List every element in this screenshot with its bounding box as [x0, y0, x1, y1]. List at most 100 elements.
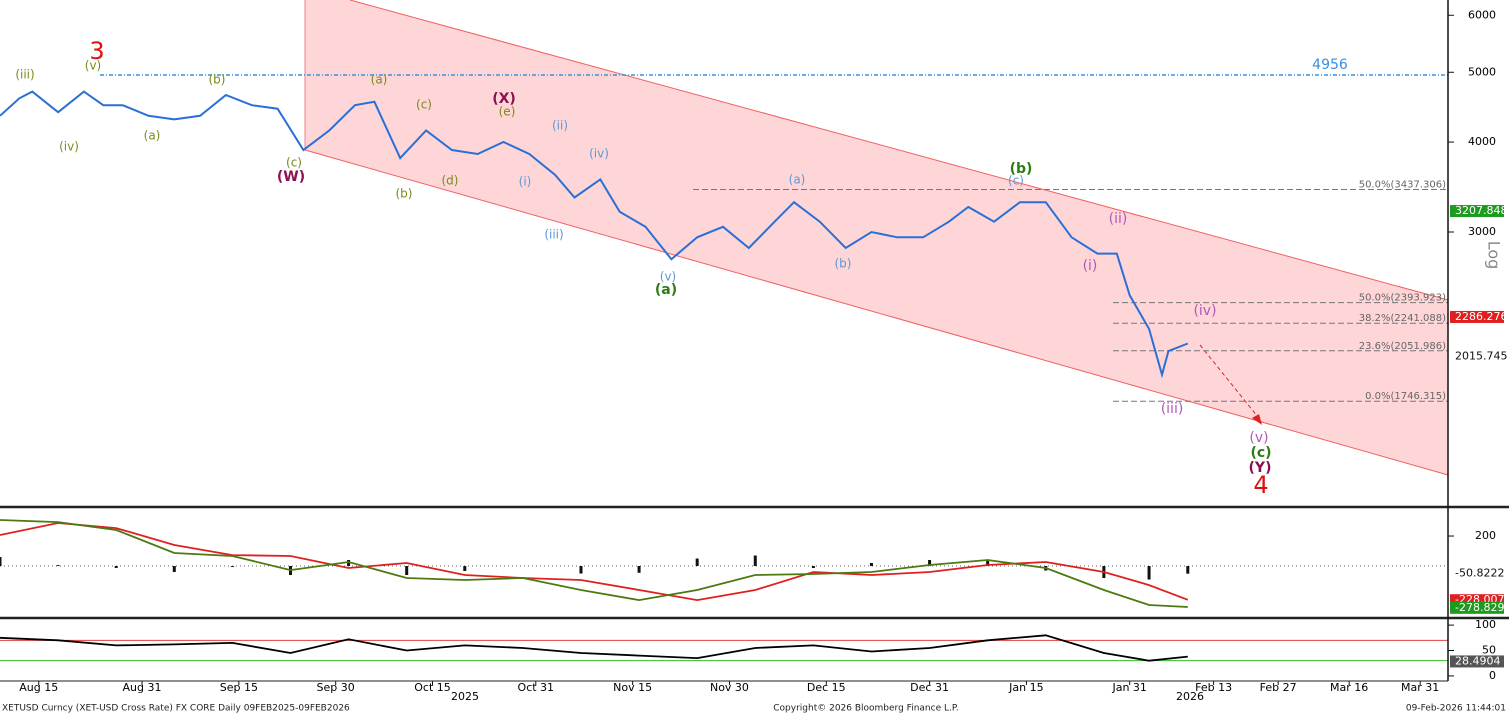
wave-label: (d) [442, 174, 459, 188]
wave-label: (ii) [1109, 211, 1128, 227]
x-tick-label: Jan 31 [1111, 681, 1146, 694]
x-tick-label: Aug 31 [123, 681, 162, 694]
histogram-bar [695, 558, 699, 567]
wave-label: (W) [277, 169, 305, 185]
histogram-bar [56, 565, 60, 567]
timestamp: 09-Feb-2026 11:44:01 [1406, 704, 1506, 714]
wave-label: (i) [519, 175, 532, 189]
fib-label: 23.6%(2051.986) [1359, 341, 1446, 352]
y-tick-label: 3000 [1468, 225, 1496, 238]
wave-label: (iv) [59, 140, 79, 154]
wave-label: (c) [286, 156, 302, 170]
y-tick-label: 0 [1489, 669, 1496, 682]
wave-label: (b) [209, 73, 226, 87]
series-line [0, 634, 1188, 662]
wave-label: (Y) [1249, 460, 1272, 476]
wave-labels: 3 (iii) (v) (iv) (b) (a) (c) (W) (a) (c)… [15, 37, 1271, 499]
x-tick-label: Dec 15 [807, 681, 846, 694]
wave-label: (iii) [15, 68, 34, 82]
y-tick-label: 200 [1475, 529, 1496, 542]
histogram-bar [753, 555, 757, 567]
price-tag [1450, 310, 1504, 323]
series-line [0, 90, 1189, 379]
histogram-bar [811, 566, 815, 568]
histogram-bar [1186, 566, 1190, 574]
y-tick-label: 6000 [1468, 8, 1496, 21]
histogram-bar [637, 566, 641, 573]
channel-top [349, 0, 1449, 301]
price-tag-label: -278.8293 [1455, 601, 1509, 614]
wave-label: (v) [85, 59, 101, 73]
wave-label: (c) [1250, 445, 1271, 461]
histogram-bar [579, 566, 583, 574]
wave-label: (b) [1010, 161, 1033, 177]
histogram-bar [114, 566, 118, 568]
wave-label: (a) [371, 73, 388, 87]
x-tick-label: Dec 31 [910, 681, 949, 694]
wave-label: (iv) [589, 147, 609, 161]
price-tag-label: 3207.848 [1455, 204, 1508, 217]
wave-label: (a) [789, 173, 806, 187]
wave-label: (ii) [552, 119, 568, 133]
histogram-bar [463, 566, 467, 571]
wave-label: (v) [1249, 430, 1268, 446]
price-panel [304, 0, 1449, 476]
price-tag-label: 28.4904 [1455, 654, 1501, 667]
year-label: 2026 [1176, 690, 1204, 703]
price-tag [1450, 655, 1504, 668]
y-tick-label: 4000 [1468, 135, 1496, 148]
wave-label: 3 [89, 37, 104, 65]
wave-label: (i) [1083, 258, 1098, 274]
arrow-head [1252, 414, 1262, 425]
price-tag-label: -50.8222 [1455, 567, 1504, 580]
level-label: 4956 [1312, 57, 1348, 73]
wave-label: (X) [492, 91, 516, 107]
wave-label: (iv) [1193, 303, 1216, 319]
price-tag-label: 2015.745 [1455, 349, 1508, 362]
wave-label: (e) [499, 105, 516, 119]
x-tick-label: Nov 15 [613, 681, 652, 694]
wave-label: (v) [660, 270, 676, 284]
histogram-bar [928, 560, 932, 567]
source: XETUSD Curncy (XET-USD Cross Rate) FX CO… [2, 704, 350, 714]
year-label: 2025 [451, 690, 479, 703]
x-tick-label: Mar 31 [1401, 681, 1439, 694]
x-tick-label: Oct 15 [414, 681, 451, 694]
x-tick-label: Aug 15 [19, 681, 58, 694]
series-line [0, 519, 1188, 608]
histogram-bar [0, 557, 2, 567]
wave-label: (iii) [544, 228, 563, 242]
wave-label: 4 [1253, 471, 1268, 499]
y-tick-label: 5000 [1468, 65, 1496, 78]
wave-label: (b) [835, 257, 852, 271]
x-tick-label: Feb 27 [1260, 681, 1297, 694]
fib-label: 38.2%(2241.088) [1359, 313, 1446, 324]
x-tick-label: Mar 16 [1330, 681, 1368, 694]
histogram-bar [230, 566, 234, 567]
wave-label: (a) [144, 129, 161, 143]
copyright: Copyright© 2026 Bloomberg Finance L.P. [773, 704, 958, 714]
y-tick-label: 50 [1482, 644, 1496, 657]
histogram-bar [986, 561, 990, 567]
x-tick-label: Sep 15 [220, 681, 258, 694]
channel [305, 0, 1448, 475]
x-tick-label: Feb 13 [1195, 681, 1232, 694]
x-tick-label: Oct 31 [518, 681, 555, 694]
y-axis-label: Log [1485, 241, 1504, 270]
x-tick-label: Nov 30 [710, 681, 749, 694]
wave-label: (c) [416, 98, 432, 112]
histogram-bar [869, 563, 873, 567]
wave-label: (b) [396, 187, 413, 201]
wave-label: (a) [655, 282, 677, 298]
projection-arrow [1199, 344, 1263, 423]
wave-label: (iii) [1161, 401, 1184, 417]
x-tick-label: Jan 15 [1008, 681, 1043, 694]
price-tag [1450, 601, 1504, 614]
histogram-bar [1147, 566, 1151, 580]
histogram-bar [172, 566, 176, 573]
wave-label: (c) [1008, 174, 1024, 188]
histogram-bar [405, 566, 409, 576]
price-tag [1450, 205, 1504, 218]
price-tag-label: 2286.276 [1455, 310, 1508, 323]
